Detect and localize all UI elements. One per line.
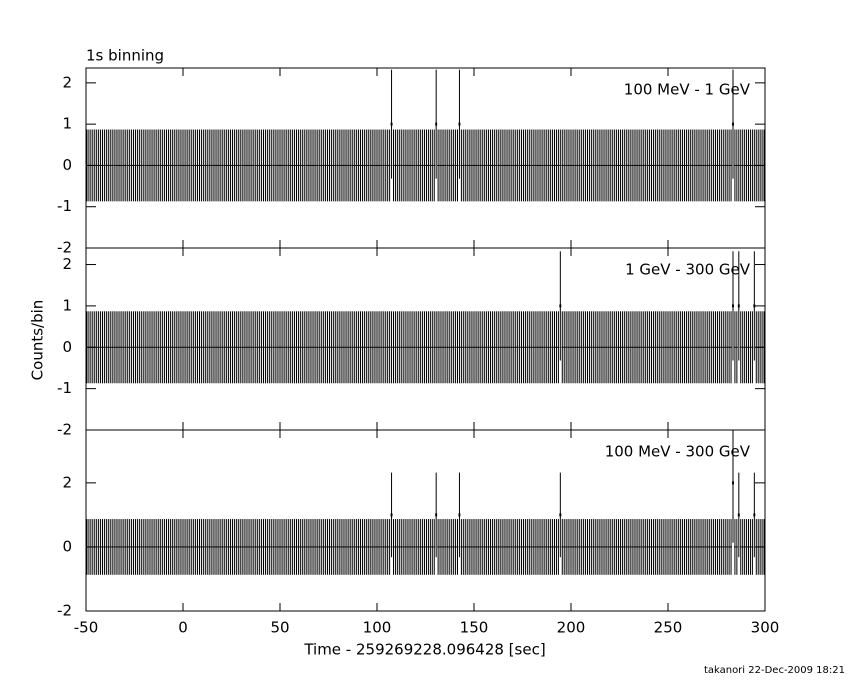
x-tick-label: 200 <box>557 619 586 637</box>
x-tick-label: 100 <box>363 619 392 637</box>
x-tick-label: 250 <box>654 619 683 637</box>
y-axis-label: Counts/bin <box>29 300 47 381</box>
panel-data <box>86 430 765 575</box>
panel-frame <box>85 429 766 612</box>
y-tick-label: 0 <box>62 537 72 555</box>
x-tick-label: 150 <box>460 619 489 637</box>
x-tick-label: 50 <box>270 619 289 637</box>
x-tick-label: -50 <box>74 619 99 637</box>
panel-label: 1 GeV - 300 GeV <box>625 261 751 279</box>
y-tick-label: 1 <box>62 115 72 133</box>
x-tick-label: 0 <box>178 619 188 637</box>
y-tick-label: -1 <box>57 379 72 397</box>
y-tick-label: -2 <box>57 239 72 257</box>
y-tick-label: 0 <box>62 156 72 174</box>
chart-title: 1s binning <box>86 47 164 65</box>
y-tick-label: 2 <box>62 255 72 273</box>
y-tick-label: -2 <box>57 602 72 620</box>
panel-data <box>86 251 765 384</box>
panel-label: 100 MeV - 300 GeV <box>605 443 751 461</box>
panel-data <box>86 69 765 202</box>
x-tick-label: 300 <box>751 619 780 637</box>
y-tick-label: 2 <box>62 473 72 491</box>
panel-label: 100 MeV - 1 GeV <box>624 81 751 99</box>
y-tick-label: 2 <box>62 73 72 91</box>
y-tick-label: 1 <box>62 296 72 314</box>
footer: takanori 22-Dec-2009 18:21 <box>704 665 845 676</box>
y-tick-label: -1 <box>57 197 72 215</box>
y-tick-label: 0 <box>62 338 72 356</box>
x-axis-label: Time - 259269228.096428 [sec] <box>303 641 545 659</box>
y-tick-label: -2 <box>57 421 72 439</box>
